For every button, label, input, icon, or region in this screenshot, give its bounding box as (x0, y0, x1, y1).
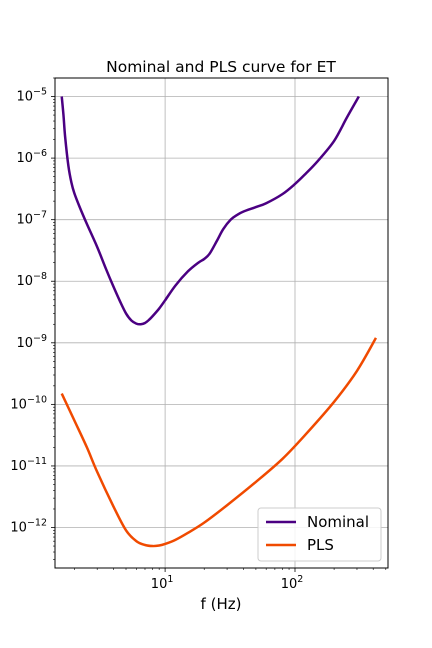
y-tick-label: 10−11 (10, 456, 47, 474)
x-axis-label: f (Hz) (201, 595, 242, 613)
y-tick-label: 10−6 (16, 148, 47, 166)
plot-frame (54, 77, 389, 569)
y-tick-label: 10−5 (16, 87, 47, 105)
x-tick-label: 101 (151, 574, 174, 592)
y-tick-label: 10−7 (16, 210, 47, 228)
series-line-nominal (60, 95, 360, 326)
series-line-pls (60, 337, 378, 548)
y-tick-label: 10−12 (10, 518, 47, 536)
legend-label-nominal: Nominal (307, 513, 369, 531)
series-lines (60, 95, 378, 548)
y-tick-label: 10−10 (10, 394, 47, 412)
grid-lines (55, 78, 388, 568)
y-axis-ticks: 10−5 10−6 10−7 10−8 10−9 10−10 10−11 10−12 (10, 77, 55, 561)
x-axis-ticks: 101 102 (74, 568, 387, 592)
legend: Nominal PLS (257, 507, 382, 562)
x-tick-label: 102 (281, 574, 304, 592)
y-tick-label: 10−8 (16, 271, 47, 289)
y-tick-label: 10−9 (16, 333, 47, 351)
chart-title: Nominal and PLS curve for ET (106, 58, 336, 76)
legend-label-pls: PLS (307, 536, 334, 554)
